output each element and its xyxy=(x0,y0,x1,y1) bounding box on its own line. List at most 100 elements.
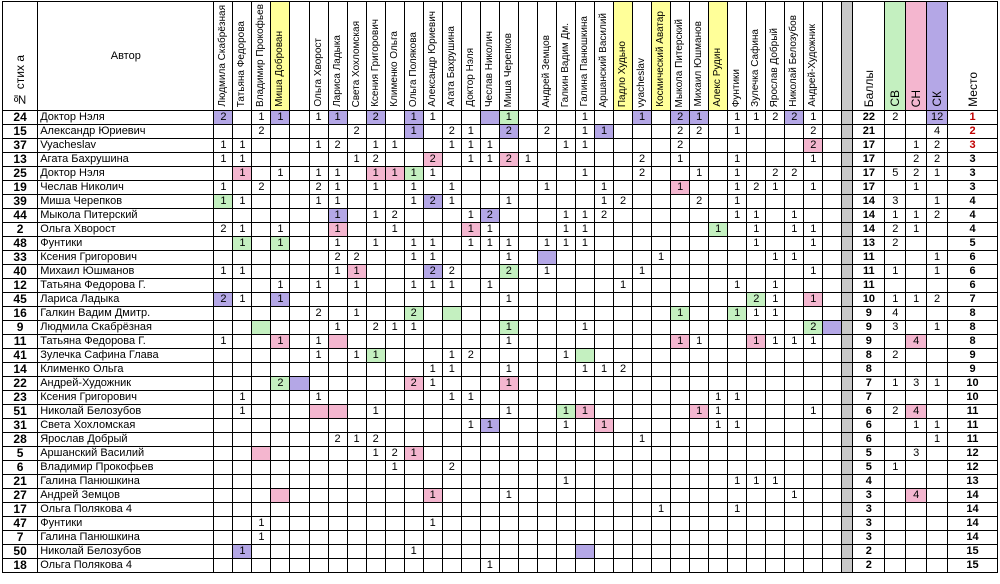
vote-cell xyxy=(708,460,729,475)
vote-cell xyxy=(803,460,824,475)
column-separator xyxy=(841,502,854,517)
vote-cell xyxy=(784,348,805,363)
vote-cell xyxy=(803,306,824,321)
vote-cell: 2 xyxy=(746,180,767,195)
vote-cell xyxy=(651,208,672,223)
vote-cell: 1 xyxy=(574,362,595,377)
vote-cell: 1 xyxy=(574,124,595,139)
column-separator xyxy=(841,264,854,279)
vote-cell xyxy=(460,376,481,391)
vote-cell xyxy=(308,432,329,447)
vote-cell xyxy=(517,110,538,125)
vote-cell xyxy=(384,404,405,419)
header-row: № стих а Автор Людмила Скабрёзная Татьяна Ф… xyxy=(1,1,998,111)
sn-cell xyxy=(905,194,928,209)
vote-cell: 2 xyxy=(346,124,367,139)
vote-cell: 1 xyxy=(784,222,805,237)
judge-name: Галина Панюшкина xyxy=(578,16,590,107)
vote-cell: 1 xyxy=(765,306,786,321)
vote-cell xyxy=(670,530,691,545)
vote-cell xyxy=(670,474,691,489)
vote-cell: 1 xyxy=(365,446,386,461)
vote-cell: 1 xyxy=(403,124,424,139)
vote-cell: 1 xyxy=(270,110,291,125)
vote-cell xyxy=(422,390,443,405)
vote-cell: 1 xyxy=(784,488,805,503)
vote-cell xyxy=(689,138,710,153)
vote-cell xyxy=(460,474,481,489)
vote-cell xyxy=(289,110,310,125)
author-cell: Татьяна Федорова Г. xyxy=(37,334,215,349)
author-cell: Николай Белозубов xyxy=(37,544,215,559)
vote-cell: 2 xyxy=(213,222,234,237)
vote-cell xyxy=(289,432,310,447)
vote-cell xyxy=(613,166,634,181)
vote-cell xyxy=(727,250,748,265)
vote-cell xyxy=(670,348,691,363)
vote-cell xyxy=(651,110,672,125)
vote-cell xyxy=(593,166,615,181)
vote-cell xyxy=(536,502,557,517)
vote-cell xyxy=(365,278,386,293)
score-cell: 9 xyxy=(852,306,886,321)
vote-cell xyxy=(479,544,500,559)
vote-cell xyxy=(384,278,405,293)
vote-cell xyxy=(651,292,672,307)
vote-cell: 1 xyxy=(213,334,234,349)
vote-cell xyxy=(308,124,329,139)
vote-cell: 1 xyxy=(574,320,595,335)
vote-cell xyxy=(479,390,500,405)
author-cell: Татьяна Федорова Г. xyxy=(37,278,215,293)
vote-cell xyxy=(289,264,310,279)
vote-cell xyxy=(822,208,843,223)
vote-cell xyxy=(403,348,424,363)
vote-cell xyxy=(670,208,691,223)
place-cell: 14 xyxy=(947,488,998,503)
vote-cell xyxy=(517,334,538,349)
vote-cell xyxy=(574,446,595,461)
vote-cell xyxy=(346,446,367,461)
table-row: 12 Татьяна Федорова Г. 1 1 1 1 1 1 1 1 1 1 11 6 xyxy=(1,278,998,293)
place-cell: 6 xyxy=(947,264,998,279)
poem-number-cell: 44 xyxy=(1,208,39,223)
vote-cell xyxy=(213,250,234,265)
vote-cell xyxy=(460,404,481,419)
column-separator xyxy=(841,124,854,139)
place-cell: 4 xyxy=(947,194,998,209)
vote-cell xyxy=(765,208,786,223)
vote-cell xyxy=(270,194,291,209)
place-cell: 3 xyxy=(947,180,998,195)
vote-cell xyxy=(689,152,710,167)
vote-cell: 1 xyxy=(784,334,805,349)
vote-cell xyxy=(593,558,615,573)
score-cell: 9 xyxy=(852,334,886,349)
score-cell: 3 xyxy=(852,516,886,531)
vote-cell xyxy=(213,404,234,419)
vote-cell xyxy=(251,222,272,237)
vote-cell xyxy=(536,432,557,447)
column-separator xyxy=(841,348,854,363)
vote-cell: 1 xyxy=(308,138,329,153)
vote-cell xyxy=(632,348,653,363)
vote-cell: 1 xyxy=(232,404,253,419)
vote-cell: 1 xyxy=(346,152,367,167)
vote-cell xyxy=(251,362,272,377)
vote-cell xyxy=(555,390,576,405)
vote-cell xyxy=(327,334,348,349)
vote-cell xyxy=(517,404,538,419)
vote-cell xyxy=(308,404,329,419)
vote-cell xyxy=(555,530,576,545)
place-cell: 3 xyxy=(947,152,998,167)
vote-cell xyxy=(251,544,272,559)
sv-cell xyxy=(884,488,907,503)
vote-cell xyxy=(613,334,634,349)
vote-cell xyxy=(555,110,576,125)
score-cell: 14 xyxy=(852,208,886,223)
vote-cell xyxy=(422,432,443,447)
vote-cell xyxy=(689,474,710,489)
vote-cell xyxy=(784,362,805,377)
vote-cell xyxy=(403,516,424,531)
author-cell: Людмила Скабрёзная xyxy=(37,320,215,335)
column-header-judge: Алекс Рудин xyxy=(708,1,729,111)
vote-cell xyxy=(632,138,653,153)
